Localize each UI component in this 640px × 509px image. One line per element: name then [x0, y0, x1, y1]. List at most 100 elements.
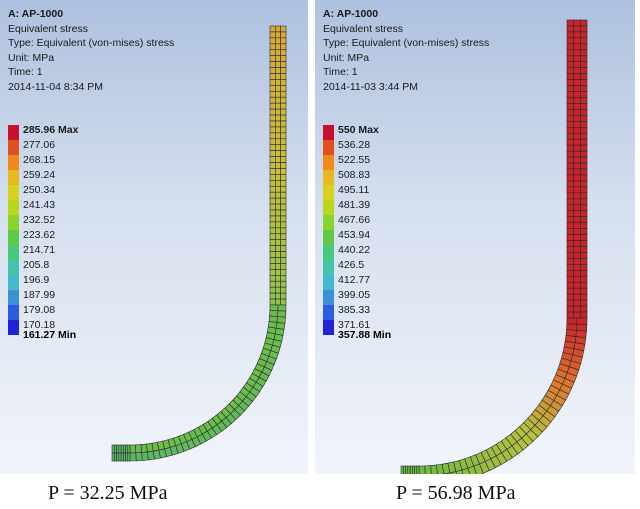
legend-swatch	[8, 305, 19, 320]
mesh-cell	[280, 245, 287, 252]
mesh-cell	[113, 452, 117, 462]
mesh-cell	[269, 180, 276, 187]
mesh-cell	[566, 252, 574, 259]
mesh-cell	[269, 96, 276, 104]
mesh-cell	[580, 121, 588, 128]
mesh-cell	[125, 444, 129, 454]
mesh-cell	[275, 245, 281, 252]
mesh-cell	[580, 299, 588, 307]
legend-swatch	[8, 215, 19, 230]
left-unit: Unit: MPa	[8, 51, 55, 64]
mesh-cell	[269, 263, 276, 270]
legend-value-label: 453.94	[338, 229, 371, 241]
mesh-cell	[580, 270, 588, 277]
mesh-cell	[573, 126, 581, 134]
mesh-cell	[269, 269, 276, 276]
legend-value-label: 250.34	[23, 184, 56, 196]
mesh-cell	[580, 115, 588, 122]
legend-value-label: 536.28	[338, 139, 371, 151]
mesh-cell	[280, 61, 287, 68]
mesh-cell	[566, 91, 574, 98]
mesh-cell	[566, 270, 574, 277]
legend-value-label: 481.39	[338, 199, 371, 211]
mesh-cell	[566, 293, 574, 301]
mesh-cell	[275, 126, 281, 134]
mesh-cell	[576, 323, 588, 332]
mesh-cell	[280, 43, 287, 51]
mesh-cell	[280, 49, 287, 56]
mesh-cell	[566, 97, 574, 104]
mesh-cell	[580, 156, 588, 164]
mesh-cell	[269, 304, 279, 312]
mesh-cell	[461, 467, 471, 474]
right-unit: Unit: MPa	[323, 51, 370, 64]
mesh-cell	[573, 73, 581, 80]
mesh-cell	[280, 168, 287, 175]
legend-min-label: 161.27 Min	[23, 329, 77, 341]
mesh-cell	[275, 239, 281, 246]
mesh-cell	[409, 465, 413, 474]
mesh-cell	[127, 444, 131, 454]
mesh-cell	[135, 444, 142, 454]
mesh-cell	[275, 233, 281, 241]
mesh-cell	[280, 31, 287, 39]
mesh-cell	[269, 233, 276, 241]
mesh-cell	[580, 73, 588, 80]
mesh-cell	[580, 61, 588, 68]
legend-swatch	[8, 185, 19, 200]
mesh-cell	[275, 55, 281, 62]
mesh-cell	[573, 198, 581, 206]
mesh-cell	[566, 275, 574, 283]
legend-swatch	[8, 140, 19, 155]
legend-min-label: 357.88 Min	[338, 329, 392, 341]
mesh-cell	[116, 444, 120, 454]
right-date: 2014-11-03 3:44 PM	[323, 80, 418, 93]
mesh-cell	[402, 465, 406, 474]
left-result-viewport[interactable]: A: AP-1000 Equivalent stress Type: Equiv…	[0, 0, 308, 474]
mesh-cell	[275, 43, 281, 51]
legend-value-label: 426.5	[338, 259, 365, 271]
mesh-cell	[269, 37, 276, 45]
mesh-cell	[566, 305, 574, 313]
mesh-cell	[566, 109, 574, 116]
mesh-cell	[280, 79, 287, 86]
mesh-cell	[573, 49, 581, 57]
mesh-cell	[573, 109, 581, 116]
mesh-cell	[580, 132, 588, 140]
mesh-cell	[269, 156, 276, 163]
mesh-cell	[580, 43, 588, 51]
mesh-cell	[573, 240, 581, 247]
legend-value-label: 232.52	[23, 214, 56, 226]
legend-value-label: 467.66	[338, 214, 371, 226]
mesh-cell	[573, 270, 581, 277]
legend-swatch	[323, 140, 334, 155]
left-pipe-mesh-contour	[111, 25, 287, 462]
mesh-cell	[566, 162, 574, 170]
left-model-name: A: AP-1000	[8, 8, 64, 20]
mesh-cell	[125, 452, 129, 462]
right-result-viewport[interactable]: A: AP-1000 Equivalent stress Type: Equiv…	[315, 0, 635, 474]
legend-swatch	[323, 260, 334, 275]
mesh-cell	[269, 251, 276, 258]
mesh-cell	[269, 31, 276, 39]
mesh-cell	[580, 138, 588, 146]
mesh-cell	[280, 25, 287, 33]
mesh-cell	[411, 465, 415, 474]
mesh-cell	[269, 191, 276, 199]
mesh-cell	[566, 138, 574, 146]
mesh-cell	[277, 310, 287, 318]
mesh-cell	[280, 209, 287, 217]
mesh-cell	[573, 121, 581, 128]
legend-swatch	[8, 275, 19, 290]
mesh-cell	[443, 472, 451, 474]
legend-swatch	[323, 215, 334, 230]
left-info-block: A: AP-1000 Equivalent stress Type: Equiv…	[8, 7, 174, 94]
mesh-cell	[280, 85, 287, 92]
mesh-cell	[580, 55, 588, 63]
mesh-cell	[269, 108, 276, 116]
mesh-cell	[275, 227, 281, 235]
mesh-cell	[269, 61, 276, 68]
mesh-cell	[275, 280, 281, 288]
legend-value-label: 259.24	[23, 169, 56, 181]
mesh-cell	[269, 144, 276, 151]
